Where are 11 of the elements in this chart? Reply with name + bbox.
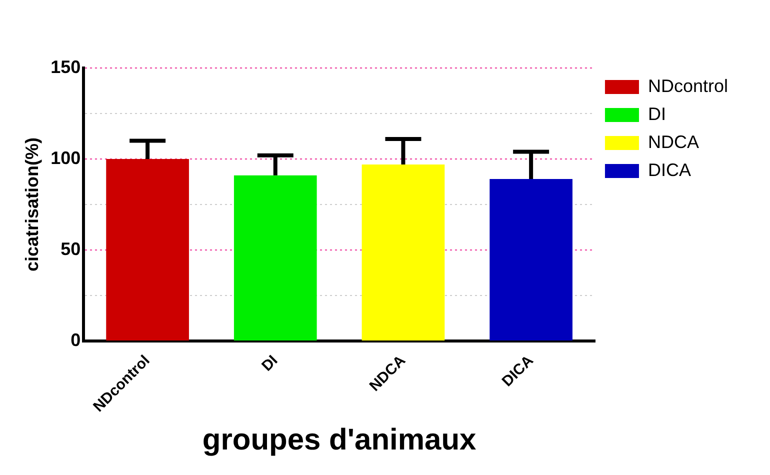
legend-label: DICA	[648, 160, 691, 180]
x-axis-title: groupes d'animaux	[202, 423, 477, 456]
y-tick-label: 50	[60, 238, 81, 259]
x-tick-label: DI	[258, 352, 282, 375]
legend-label: DI	[648, 104, 666, 124]
legend-label: NDCA	[648, 132, 699, 152]
y-tick-label: 0	[70, 330, 81, 350]
y-axis-title: cicatrisation(%)	[22, 137, 42, 272]
y-tick-label: 150	[50, 56, 81, 77]
legend-label: NDcontrol	[648, 76, 728, 96]
y-tick-label: 100	[50, 148, 81, 168]
